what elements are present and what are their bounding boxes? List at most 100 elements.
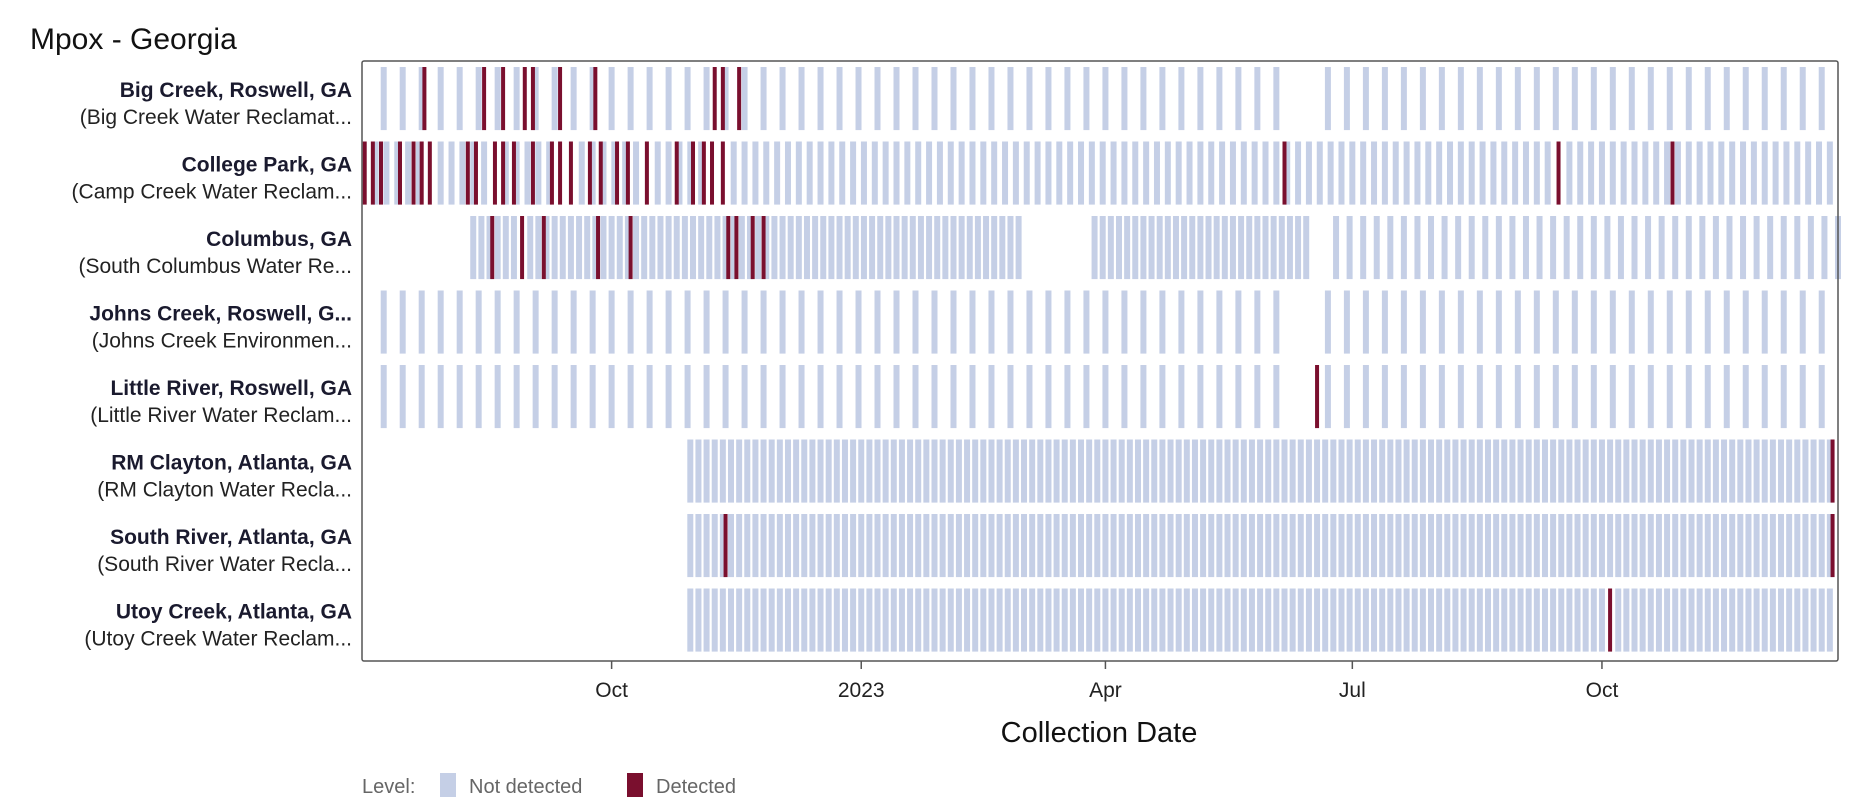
sample-not-detected [1330, 439, 1337, 503]
sample-not-detected [1525, 514, 1532, 578]
sample-not-detected [1007, 365, 1014, 429]
sample-not-detected [1037, 514, 1044, 578]
sample-not-detected [698, 216, 705, 280]
sample-not-detected [1061, 514, 1068, 578]
sample-not-detected [1517, 514, 1524, 578]
sample-not-detected [999, 216, 1006, 280]
sample-not-detected [779, 365, 786, 429]
sample-not-detected [1178, 290, 1185, 354]
sample-not-detected [703, 290, 710, 354]
sample-not-detected [418, 290, 425, 354]
sample-not-detected [1444, 514, 1451, 578]
sample-not-detected [1428, 439, 1435, 503]
sample-not-detected [1647, 365, 1654, 429]
sample-not-detected [1696, 439, 1703, 503]
sample-not-detected [980, 439, 987, 503]
sample-not-detected [1159, 588, 1166, 652]
sample-not-detected [728, 514, 734, 578]
row-label-plant: (RM Clayton Water Recla... [97, 479, 352, 502]
sample-detected [587, 141, 592, 205]
plot-frame [361, 60, 1839, 662]
sample-not-detected [988, 290, 995, 354]
sample-not-detected [926, 216, 933, 280]
sample-not-detected [1286, 216, 1293, 280]
sample-not-detected [1015, 216, 1022, 280]
sample-not-detected [687, 588, 694, 652]
sample-not-detected [1590, 514, 1597, 578]
sample-detected [1282, 141, 1287, 205]
sample-not-detected [1012, 514, 1019, 578]
sample-not-detected [1672, 216, 1679, 280]
sample-not-detected [844, 216, 851, 280]
sample-not-detected [980, 514, 987, 578]
sample-not-detected [1091, 216, 1098, 280]
sample-not-detected [1197, 365, 1204, 429]
sample-not-detected [1414, 216, 1421, 280]
sample-not-detected [687, 439, 694, 503]
sample-not-detected [1737, 514, 1744, 578]
sample-not-detected [513, 67, 520, 131]
sample-not-detected [882, 514, 889, 578]
sample-not-detected [882, 588, 889, 652]
sample-not-detected [909, 216, 916, 280]
sample-not-detected [1126, 514, 1133, 578]
sample-not-detected [1083, 365, 1090, 429]
sample-not-detected [1086, 439, 1093, 503]
sample-not-detected [1099, 216, 1106, 280]
sample-not-detected [1053, 588, 1060, 652]
sample-not-detected [1805, 141, 1812, 205]
sample-not-detected [755, 216, 762, 280]
sample-not-detected [1314, 514, 1321, 578]
sample-not-detected [1281, 514, 1288, 578]
sample-not-detected [825, 514, 832, 578]
sample-not-detected [1007, 290, 1014, 354]
sample-not-detected [1780, 365, 1787, 429]
sample-not-detected [939, 588, 946, 652]
sample-not-detected [1750, 141, 1757, 205]
sample-not-detected [1191, 514, 1198, 578]
sample-not-detected [1617, 216, 1624, 280]
sample-not-detected [1346, 514, 1353, 578]
sample-not-detected [1045, 439, 1052, 503]
sample-not-detected [703, 365, 710, 429]
sample-not-detected [1493, 439, 1500, 503]
sample-not-detected [882, 439, 889, 503]
sample-not-detected [1658, 216, 1665, 280]
sample-not-detected [1604, 216, 1611, 280]
sample-not-detected [1322, 588, 1329, 652]
sample-not-detected [1219, 141, 1226, 205]
sample-not-detected [1628, 365, 1635, 429]
sample-not-detected [1541, 514, 1548, 578]
sample-not-detected [1740, 141, 1747, 205]
sample-not-detected [532, 290, 539, 354]
sample-not-detected [1124, 216, 1131, 280]
sample-not-detected [801, 439, 808, 503]
sample-not-detected [1191, 588, 1198, 652]
sample-not-detected [1224, 514, 1231, 578]
sample-not-detected [1737, 439, 1744, 503]
sample-not-detected [1566, 588, 1573, 652]
sample-not-detected [415, 141, 422, 205]
sample-not-detected [1696, 141, 1703, 205]
sample-not-detected [1140, 216, 1147, 280]
sample-not-detected [1598, 514, 1605, 578]
sample-not-detected [1533, 439, 1540, 503]
sample-not-detected [1455, 216, 1462, 280]
sample-not-detected [820, 216, 827, 280]
sample-not-detected [1517, 439, 1524, 503]
sample-not-detected [869, 216, 876, 280]
sample-not-detected [776, 514, 783, 578]
sample-detected [1608, 588, 1613, 652]
sample-not-detected [996, 439, 1003, 503]
sample-not-detected [1140, 290, 1147, 354]
sample-not-detected [874, 514, 881, 578]
sample-detected [1556, 141, 1561, 205]
sample-not-detected [380, 67, 387, 131]
sample-not-detected [1780, 290, 1787, 354]
sample-not-detected [1083, 67, 1090, 131]
sample-not-detected [1371, 514, 1378, 578]
sample-not-detected [969, 290, 976, 354]
sample-not-detected [1248, 514, 1255, 578]
sample-not-detected [1623, 514, 1630, 578]
sample-not-detected [1403, 141, 1410, 205]
